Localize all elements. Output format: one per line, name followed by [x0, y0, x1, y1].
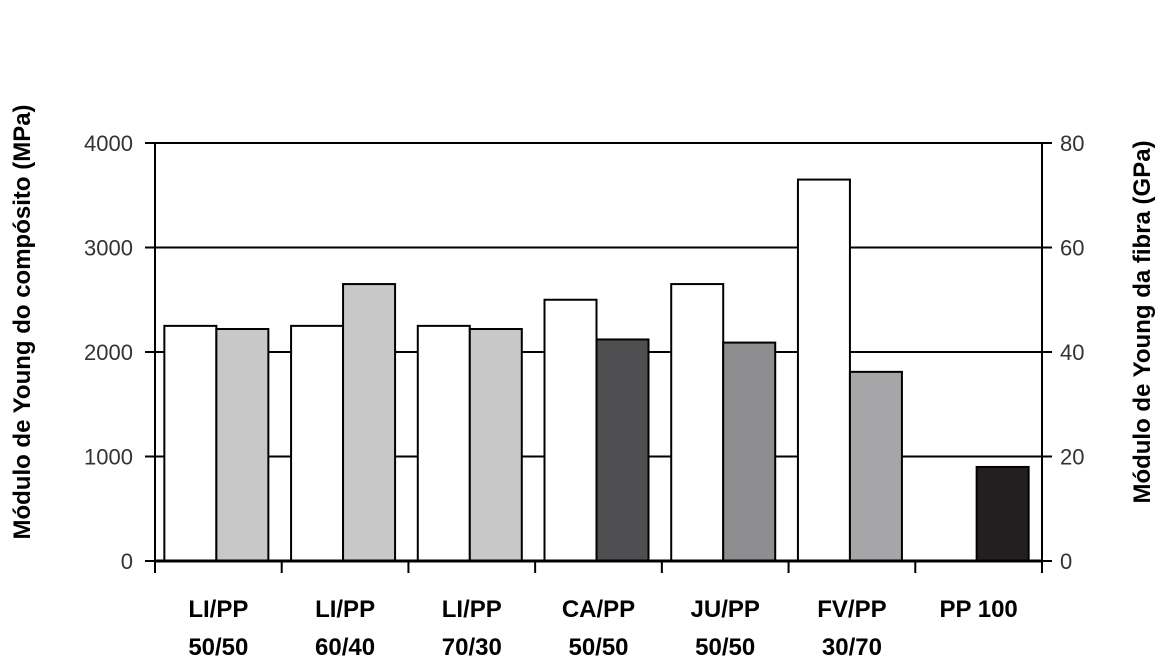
- bar-fiber-modulus: [670, 283, 725, 562]
- y-tick-label: 0: [121, 549, 133, 574]
- category-sublabel: 60/40: [315, 634, 375, 661]
- y-tick-label: 1000: [84, 445, 133, 470]
- bar-fiber-modulus: [543, 298, 598, 562]
- tick-labels: 0 1000 2000 3000 4000 0 20 40 60 80: [84, 131, 1084, 574]
- axis-titles: Módulo de Young do compósito (MPa) Módulo…: [9, 104, 1156, 539]
- bar-composite-modulus: [848, 370, 903, 563]
- y-tick-label: 4000: [84, 131, 133, 156]
- category-label: CA/PP: [562, 596, 635, 623]
- category-label: PP 100: [939, 596, 1017, 623]
- bar-composite-modulus: [215, 328, 270, 563]
- category-label: LI/PP: [188, 596, 248, 623]
- category-label: JU/PP: [691, 596, 760, 623]
- category-sublabel: 50/50: [568, 634, 628, 661]
- category-labels: LI/PP 50/50 LI/PP 60/40 LI/PP 70/30 CA/PP 50/50…: [188, 596, 1017, 661]
- bar-fiber-modulus: [416, 324, 471, 562]
- bar-composite-modulus: [342, 283, 397, 562]
- bar-composite-modulus: [595, 338, 650, 562]
- y2-tick-label: 60: [1060, 236, 1084, 261]
- category-sublabel: 70/30: [442, 634, 502, 661]
- category-label: LI/PP: [315, 596, 375, 623]
- category-sublabel: 50/50: [695, 634, 755, 661]
- bars: [163, 178, 1030, 563]
- y-axis-title: Módulo de Young do compósito (MPa): [9, 104, 36, 539]
- bar-fiber-modulus: [796, 178, 851, 562]
- bar-fiber-modulus: [163, 324, 218, 562]
- y-tick-label: 2000: [84, 340, 133, 365]
- y2-tick-label: 20: [1060, 445, 1084, 470]
- category-sublabel: 50/50: [188, 634, 248, 661]
- bar-composite-modulus: [722, 341, 777, 562]
- bar-composite-modulus: [468, 328, 523, 563]
- y2-tick-label: 0: [1060, 549, 1072, 574]
- category-label: FV/PP: [817, 596, 886, 623]
- category-sublabel: 30/70: [822, 634, 882, 661]
- bar-composite-modulus: [975, 465, 1030, 563]
- bar-fiber-modulus: [290, 324, 345, 562]
- category-label: LI/PP: [442, 596, 502, 623]
- y2-tick-label: 80: [1060, 131, 1084, 156]
- y-tick-label: 3000: [84, 236, 133, 261]
- y2-axis-title: Módulo de Young da fibra (GPa): [1129, 140, 1156, 503]
- plot-frame: [145, 142, 1052, 573]
- y2-tick-label: 40: [1060, 340, 1084, 365]
